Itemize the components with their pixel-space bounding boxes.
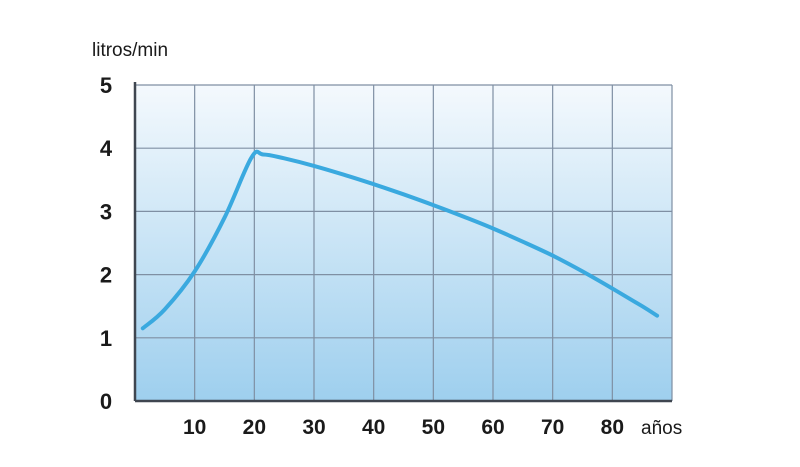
x-tick-label: 50 xyxy=(422,416,445,439)
y-axis-ticks: 0 1 2 3 4 5 xyxy=(100,73,113,414)
x-tick-label: 80 xyxy=(601,416,624,439)
y-tick-label: 2 xyxy=(100,263,112,288)
x-tick-label: 30 xyxy=(302,416,325,439)
x-tick-label: 20 xyxy=(243,416,266,439)
x-axis-title: años xyxy=(641,418,682,439)
y-tick-label: 4 xyxy=(100,136,113,161)
y-tick-label: 1 xyxy=(100,326,112,351)
y-axis-title: litros/min xyxy=(92,40,168,61)
x-tick-label: 70 xyxy=(541,416,564,439)
y-tick-label: 3 xyxy=(100,199,112,224)
x-tick-label: 40 xyxy=(362,416,385,439)
plot-area xyxy=(135,85,672,401)
series-line xyxy=(140,149,660,331)
axes xyxy=(133,82,672,403)
x-tick-label: 60 xyxy=(481,416,504,439)
series-group xyxy=(140,149,660,331)
x-tick-label: 10 xyxy=(183,416,206,439)
y-tick-label: 0 xyxy=(100,389,112,414)
grid xyxy=(135,84,673,401)
y-tick-label: 5 xyxy=(100,73,112,98)
x-axis-ticks: 10 20 30 40 50 60 70 80 xyxy=(183,416,624,439)
